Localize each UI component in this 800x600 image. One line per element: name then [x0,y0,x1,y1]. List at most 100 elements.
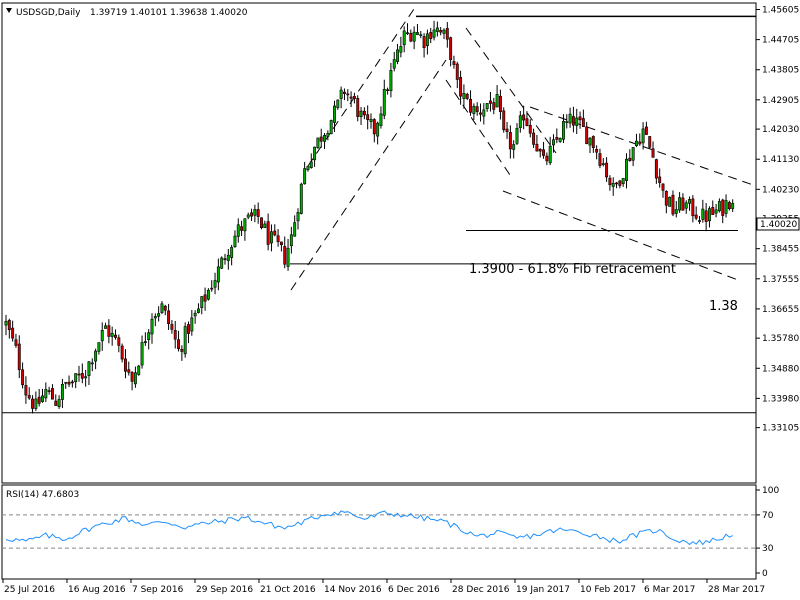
candle[interactable] [60,378,64,409]
candle[interactable] [74,373,78,389]
candle[interactable] [187,321,190,344]
candle[interactable] [671,190,675,217]
candle[interactable] [100,322,104,351]
candle[interactable] [469,90,473,116]
candle[interactable] [492,97,496,115]
candle[interactable] [442,28,446,40]
candle[interactable] [269,224,273,252]
candle[interactable] [701,199,705,223]
candle[interactable] [107,319,111,344]
candle[interactable] [309,153,313,169]
candle[interactable] [641,122,645,150]
candle[interactable] [518,111,522,133]
candle[interactable] [306,165,310,172]
candle[interactable] [316,137,320,149]
candle[interactable] [104,322,108,329]
candle[interactable] [167,303,171,330]
candle[interactable] [432,20,436,41]
candle[interactable] [41,388,44,403]
candle[interactable] [488,91,492,112]
candle[interactable] [628,149,632,162]
candle[interactable] [329,119,333,135]
candle[interactable] [406,23,409,35]
candle[interactable] [711,200,715,215]
candle[interactable] [183,322,187,358]
candle[interactable] [707,206,711,228]
candle[interactable] [180,345,184,361]
candle[interactable] [548,136,552,166]
candle[interactable] [359,107,363,125]
candle[interactable] [250,208,254,221]
candle[interactable] [342,88,346,101]
candle[interactable] [678,192,682,213]
candle[interactable] [70,379,74,388]
candle[interactable] [505,121,509,139]
candle[interactable] [558,137,562,143]
candle[interactable] [21,362,25,389]
candle[interactable] [382,79,386,120]
candle[interactable] [319,128,323,148]
candle[interactable] [595,145,599,160]
candle[interactable] [731,199,735,212]
candle[interactable] [462,84,466,109]
candle[interactable] [11,320,15,342]
candle[interactable] [143,332,147,346]
candle[interactable] [435,21,439,37]
candle[interactable] [681,193,685,211]
candle[interactable] [4,314,8,336]
candle[interactable] [190,310,194,336]
candle[interactable] [236,218,240,243]
candle[interactable] [303,161,307,185]
candle[interactable] [625,153,628,189]
candle[interactable] [253,204,257,223]
candle[interactable] [465,92,469,101]
candle[interactable] [552,134,555,153]
candle[interactable] [412,26,416,50]
candle[interactable] [230,244,234,266]
candle[interactable] [532,128,536,149]
candle[interactable] [698,215,701,224]
candle[interactable] [704,203,708,232]
candle[interactable] [130,371,134,391]
candle[interactable] [508,125,512,159]
candle[interactable] [638,133,642,146]
candle[interactable] [634,133,638,148]
candle[interactable] [80,363,84,384]
candle[interactable] [260,217,263,230]
candle[interactable] [17,335,21,379]
candle[interactable] [323,133,327,150]
candle[interactable] [545,152,549,166]
candle[interactable] [668,196,672,207]
candle[interactable] [611,177,615,196]
candle[interactable] [452,55,456,69]
candle[interactable] [87,360,91,386]
candle[interactable] [77,365,81,382]
candle[interactable] [598,148,602,169]
candle[interactable] [14,333,18,348]
candle[interactable] [717,198,721,213]
candle[interactable] [44,382,48,402]
candle[interactable] [34,391,38,411]
candle[interactable] [369,113,373,129]
candle[interactable] [512,140,516,159]
candle[interactable] [7,318,11,339]
candle[interactable] [694,206,698,221]
candle[interactable] [591,135,595,153]
candle[interactable] [177,330,181,352]
candle[interactable] [581,109,585,128]
candle[interactable] [419,31,423,39]
candle[interactable] [605,157,609,182]
candle[interactable] [289,226,293,254]
candle[interactable] [674,201,678,218]
candle[interactable] [140,335,144,369]
candle[interactable] [147,329,151,350]
candle[interactable] [651,141,655,158]
candle[interactable] [114,329,117,340]
candle[interactable] [283,236,287,269]
candle[interactable] [243,218,247,241]
candle[interactable] [160,301,164,314]
candle[interactable] [352,92,356,104]
candle[interactable] [339,86,343,109]
candle[interactable] [366,105,370,130]
